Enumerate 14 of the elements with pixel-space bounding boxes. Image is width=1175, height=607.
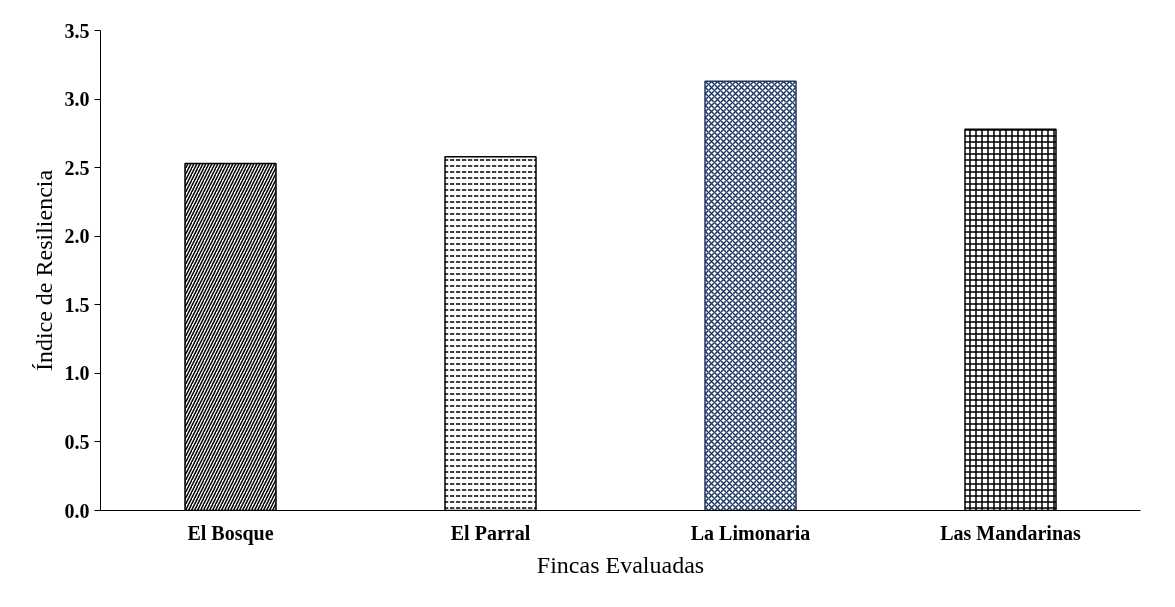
y-tick-label: 3.5	[64, 19, 90, 42]
y-tick-label: 1.5	[64, 293, 90, 316]
x-tick-label: Las Mandarinas	[940, 521, 1082, 544]
y-tick-label: 1.0	[64, 362, 90, 385]
y-tick-label: 3.0	[64, 88, 90, 111]
y-tick-label: 2.5	[64, 156, 90, 179]
x-tick-label: El Bosque	[187, 521, 274, 545]
y-axis-title: Índice de Resiliencia	[30, 169, 57, 372]
y-tick-label: 0.5	[64, 430, 90, 453]
y-tick-label: 2.0	[64, 225, 90, 248]
x-tick-label: El Parral	[450, 521, 531, 544]
x-tick-label: La Limonaria	[690, 521, 811, 544]
x-axis-title: Fincas Evaluadas	[536, 551, 705, 578]
y-tick-label: 0.0	[64, 499, 90, 522]
